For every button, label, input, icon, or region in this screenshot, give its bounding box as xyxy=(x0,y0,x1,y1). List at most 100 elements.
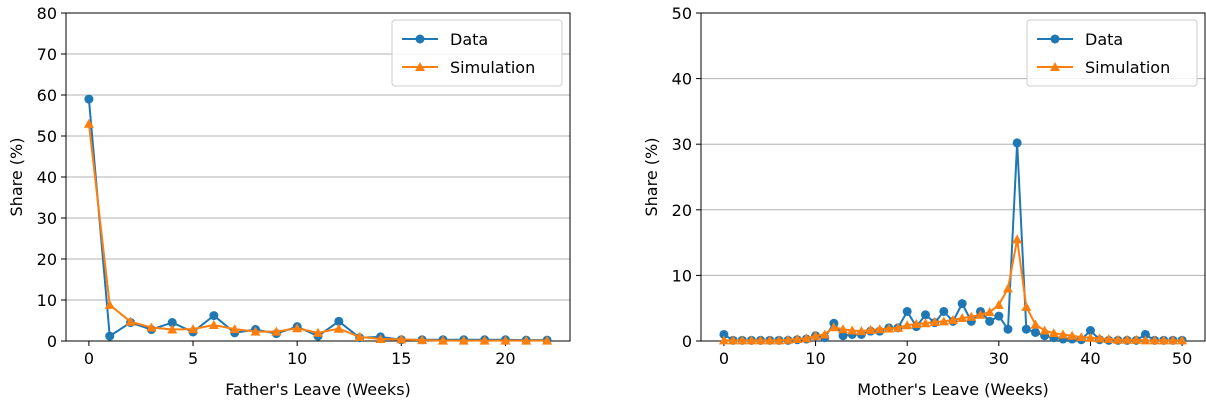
simulation-point xyxy=(1149,335,1160,345)
data-point xyxy=(167,318,177,328)
simulation-point xyxy=(874,324,885,334)
simulation-point xyxy=(313,327,323,337)
data-point xyxy=(921,310,931,320)
x-tick-label: 50 xyxy=(1172,349,1192,368)
simulation-point xyxy=(984,307,995,317)
data-point xyxy=(209,311,219,321)
data-point xyxy=(902,306,912,316)
legend-marker-triangle-icon xyxy=(1050,62,1060,71)
legend-box xyxy=(391,19,563,87)
y-axis-label: Share (%) xyxy=(642,138,661,217)
simulation-point xyxy=(104,299,115,309)
y-tick-label: 0 xyxy=(47,332,57,351)
simulation-point xyxy=(188,324,199,334)
simulation-point xyxy=(847,325,858,335)
simulation-point xyxy=(929,316,940,326)
simulation-point xyxy=(1002,283,1013,293)
simulation-point xyxy=(354,331,365,341)
simulation-point xyxy=(1067,330,1078,340)
y-tick-label: 80 xyxy=(37,4,57,23)
simulation-point xyxy=(1076,332,1087,342)
simulation-point xyxy=(1167,335,1178,345)
simulation-point xyxy=(902,320,913,330)
simulation-point xyxy=(1094,333,1105,343)
data-point xyxy=(719,329,729,339)
data-point xyxy=(939,306,949,316)
simulation-point xyxy=(1112,334,1123,344)
simulation-point xyxy=(783,334,794,344)
simulation-point xyxy=(948,315,958,325)
data-point xyxy=(84,94,94,104)
simulation-point xyxy=(718,335,729,345)
x-tick-label: 20 xyxy=(495,349,515,368)
legend: Data Simulation xyxy=(1026,19,1198,87)
simulation-point xyxy=(542,335,553,345)
simulation-point xyxy=(755,335,766,345)
y-tick-label: 30 xyxy=(37,209,57,228)
simulation-point xyxy=(1039,325,1050,335)
series-line xyxy=(723,142,1183,342)
simulation-point xyxy=(146,322,157,332)
simulation-point xyxy=(1158,335,1169,345)
simulation-point xyxy=(1103,334,1114,344)
y-tick-label: 40 xyxy=(672,70,692,89)
simulation-point xyxy=(865,324,876,334)
simulation-point xyxy=(1177,335,1188,345)
simulation-point xyxy=(375,333,386,343)
series-data xyxy=(719,138,1187,345)
simulation-point xyxy=(737,335,748,345)
simulation-point xyxy=(1085,332,1096,342)
simulation-point xyxy=(746,335,757,345)
x-tick-label: 10 xyxy=(287,349,307,368)
y-tick-label: 50 xyxy=(672,4,692,23)
simulation-point xyxy=(1122,334,1133,344)
legend-marker-triangle-icon xyxy=(415,62,425,71)
data-point xyxy=(1012,138,1022,148)
data-point xyxy=(1003,324,1013,334)
simulation-point xyxy=(966,311,977,321)
series-data xyxy=(84,94,552,345)
series-line xyxy=(87,123,548,342)
simulation-point xyxy=(938,316,949,326)
simulation-point xyxy=(271,326,282,336)
y-tick-label: 0 xyxy=(682,332,692,351)
x-tick-label: 20 xyxy=(897,349,917,368)
y-tick-label: 60 xyxy=(37,86,57,105)
x-axis-label: Father's Leave (Weeks) xyxy=(225,380,411,399)
simulation-point xyxy=(437,335,448,345)
data-point xyxy=(985,316,995,326)
chart-panel-2: 0 10 20 30 40 50 0 10 20 30 40 50 Mother's Leave (We… xyxy=(642,4,1206,399)
simulation-point xyxy=(810,330,821,340)
simulation-point xyxy=(975,309,986,319)
x-tick-label: 15 xyxy=(391,349,411,368)
simulation-point xyxy=(396,334,407,344)
data-point xyxy=(994,311,1004,321)
simulation-point xyxy=(479,335,490,345)
simulation-point xyxy=(773,335,784,345)
simulation-point xyxy=(208,320,219,330)
series-line xyxy=(87,99,548,342)
simulation-point xyxy=(1012,234,1023,244)
x-tick-label: 5 xyxy=(188,349,198,368)
simulation-point xyxy=(883,323,894,333)
x-tick-label: 10 xyxy=(805,349,825,368)
simulation-point xyxy=(458,335,469,345)
y-tick-label: 30 xyxy=(672,135,692,154)
simulation-point xyxy=(911,318,922,328)
legend-label: Simulation xyxy=(450,58,535,77)
simulation-point xyxy=(920,318,931,328)
simulation-point xyxy=(167,324,178,334)
simulation-point xyxy=(1048,328,1059,338)
plot-frame xyxy=(700,12,1206,342)
simulation-point xyxy=(893,322,904,332)
simulation-point xyxy=(500,335,511,345)
y-tick-label: 40 xyxy=(37,168,57,187)
simulation-point xyxy=(1131,334,1142,344)
legend-label: Data xyxy=(1085,30,1123,49)
data-point xyxy=(334,316,344,326)
simulation-point xyxy=(521,335,532,345)
legend-label: Simulation xyxy=(1085,58,1170,77)
y-tick-label: 10 xyxy=(37,291,57,310)
legend-marker-circle-icon xyxy=(415,34,425,44)
y-tick-label: 20 xyxy=(672,201,692,220)
